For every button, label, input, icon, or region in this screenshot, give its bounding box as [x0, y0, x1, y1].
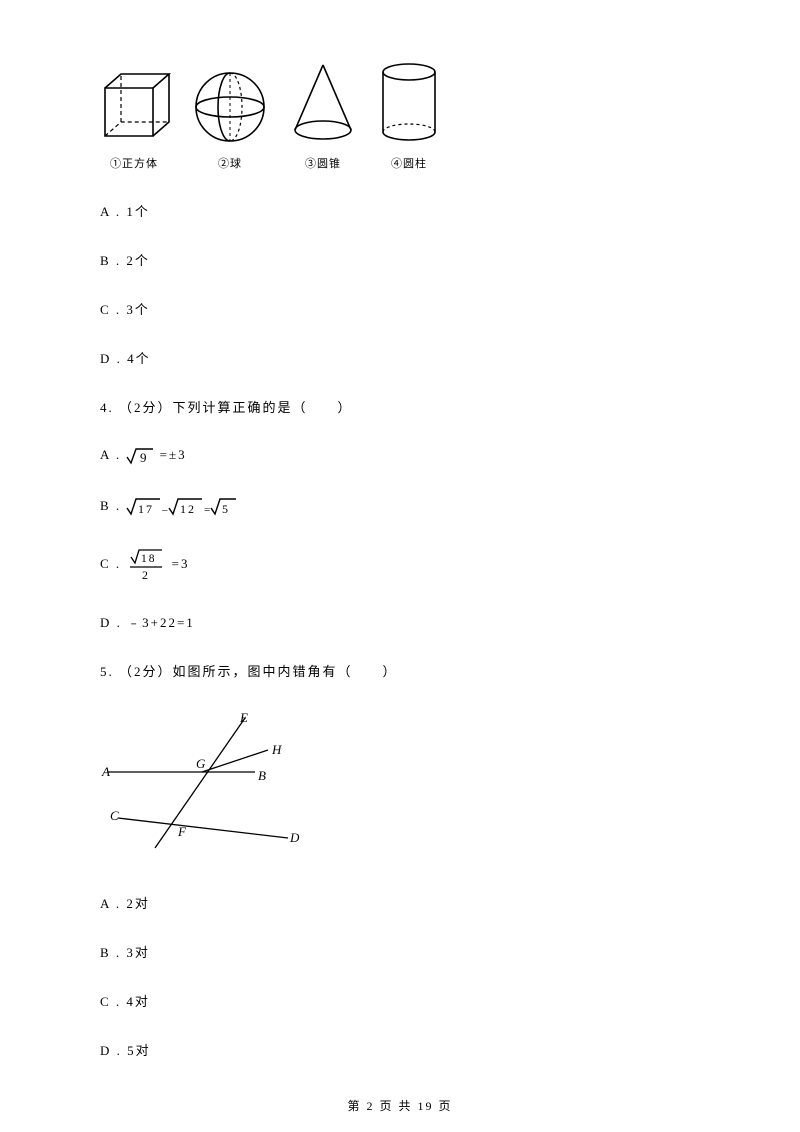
angle-figure-icon: E H A B G C F D: [100, 710, 310, 860]
q4a-post: =±3: [160, 447, 187, 462]
shapes-row: ①正方体 ②球 ③圆锥: [95, 60, 700, 171]
svg-text:17: 17: [138, 502, 154, 516]
svg-text:–: –: [161, 504, 170, 516]
cube-icon: [95, 68, 173, 146]
label-H: H: [271, 742, 282, 757]
page-footer: 第 2 页 共 19 页: [0, 1097, 800, 1114]
label-F: F: [177, 824, 187, 839]
shape-label: ②球: [191, 155, 269, 171]
label-C: C: [110, 808, 119, 823]
svg-text:=: =: [204, 504, 212, 516]
q5-stem: 5. （2分）如图所示，图中内错角有（ ）: [100, 661, 700, 680]
q3-option-d: D . 4个: [100, 348, 700, 367]
svg-text:5: 5: [222, 502, 230, 516]
shape-cone: ③圆锥: [287, 60, 359, 171]
svg-text:2: 2: [142, 568, 150, 582]
label-A: A: [101, 764, 110, 779]
label-D: D: [289, 830, 300, 845]
q4-option-b: B . 17 – 12 = 5: [100, 496, 700, 518]
q4c-post: =3: [172, 556, 190, 571]
shape-label: ③圆锥: [287, 155, 359, 171]
shape-label: ①正方体: [95, 155, 173, 171]
q3-option-a: A . 1个: [100, 201, 700, 220]
svg-text:9: 9: [140, 450, 149, 465]
q3-option-b: B . 2个: [100, 250, 700, 269]
label-E: E: [239, 710, 248, 725]
q5-option-c: C . 4对: [100, 991, 700, 1010]
q4-option-a: A . 9 =±3: [100, 446, 700, 466]
sqrt17-12-5-icon: 17 – 12 = 5: [126, 496, 246, 518]
q4-option-c: C . 18 2 =3: [100, 548, 700, 582]
svg-text:18: 18: [141, 553, 157, 565]
shape-cylinder: ④圆柱: [377, 60, 441, 171]
label-B: B: [258, 768, 266, 783]
q5-option-b: B . 3对: [100, 942, 700, 961]
q4-stem: 4. （2分）下列计算正确的是（ ）: [100, 397, 700, 416]
q4b-pre: B .: [100, 498, 126, 513]
label-G: G: [196, 756, 206, 771]
q4c-pre: C .: [100, 556, 126, 571]
q5-option-d: D . 5对: [100, 1040, 700, 1059]
q5-option-a: A . 2对: [100, 893, 700, 912]
cylinder-icon: [377, 60, 441, 146]
q5-figure: E H A B G C F D: [100, 710, 700, 865]
shape-label: ④圆柱: [377, 155, 441, 171]
sqrt18over2-icon: 18 2: [126, 548, 166, 582]
q4a-pre: A .: [100, 447, 126, 462]
sqrt9-icon: 9: [126, 446, 154, 466]
q3-option-c: C . 3个: [100, 299, 700, 318]
shape-cube: ①正方体: [95, 68, 173, 171]
svg-text:12: 12: [180, 502, 196, 516]
shape-sphere: ②球: [191, 68, 269, 171]
cone-icon: [287, 60, 359, 146]
sphere-icon: [191, 68, 269, 146]
q4-option-d: D . ﹣3+22=1: [100, 612, 700, 631]
page-content: ①正方体 ②球 ③圆锥: [0, 0, 800, 1059]
